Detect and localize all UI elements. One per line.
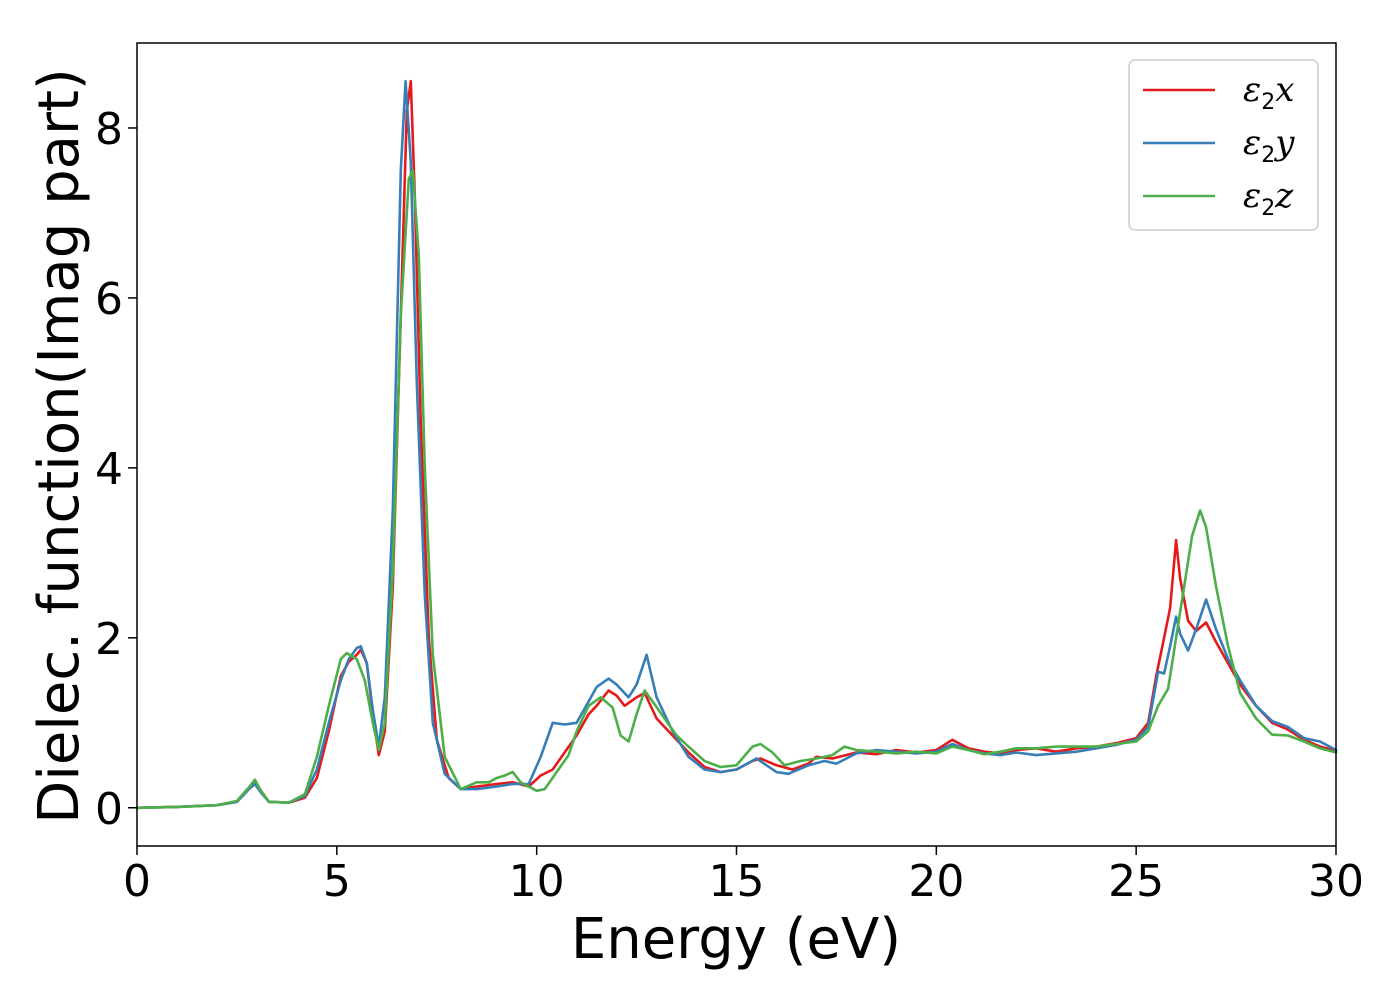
series-line-z [135,169,1338,810]
y-tick-label: 4 [95,444,123,495]
y-tick-label: 2 [95,614,123,665]
legend-label-z: ε2z [1243,176,1294,221]
x-tick-label: 5 [323,856,351,907]
legend-label-x: ε2x [1243,70,1294,115]
x-tick-label: 30 [1308,856,1364,907]
x-tick-label: 25 [1108,856,1164,907]
y-axis: 0 2 4 6 8 [95,104,137,835]
series-layer [135,79,1338,810]
y-axis-label: Dielec. function(Imag part) [27,68,92,824]
x-axis-label: Energy (eV) [571,907,901,972]
legend: ε2x ε2y ε2z [1128,59,1319,231]
series-line-y [135,79,1338,810]
y-tick-label: 8 [95,104,123,155]
legend-label-y: ε2y [1243,123,1295,168]
x-tick-label: 20 [908,856,964,907]
x-tick-label: 10 [509,856,565,907]
y-tick-label: 0 [95,784,123,835]
x-axis: 0 5 10 15 20 25 30 [123,846,1364,907]
legend-box [1128,59,1319,231]
x-tick-label: 0 [123,856,151,907]
y-tick-label: 6 [95,274,123,325]
x-tick-label: 15 [709,856,765,907]
